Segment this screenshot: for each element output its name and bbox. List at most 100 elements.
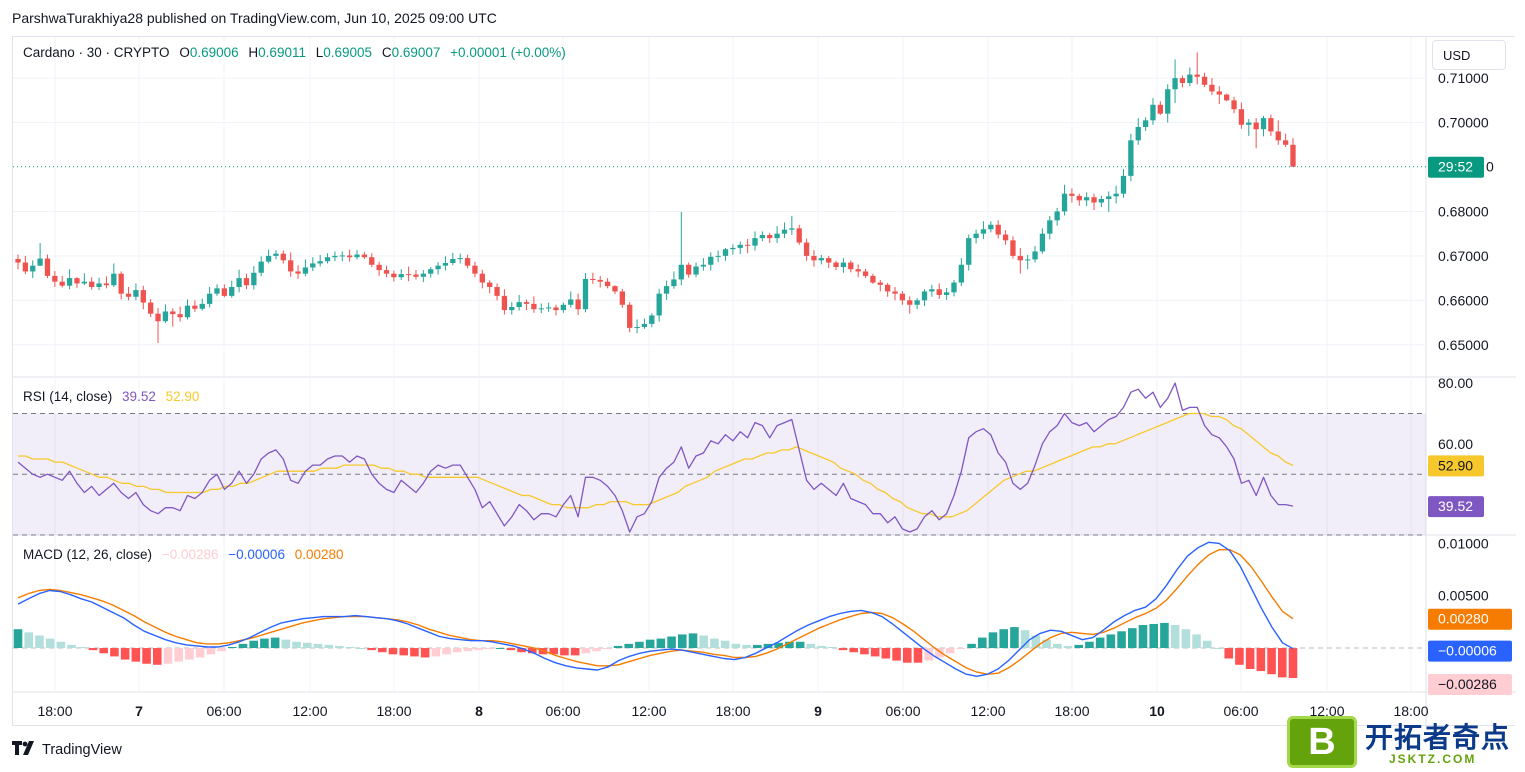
macd-histogram-bar (99, 648, 108, 654)
macd-histogram-bar (1020, 630, 1030, 649)
macd-tick-label: 0.01000 (1438, 535, 1489, 551)
candle-body (752, 238, 758, 246)
macd-histogram-bar (67, 644, 76, 649)
macd-histogram-bar (870, 648, 880, 657)
macd-histogram-bar (1063, 645, 1073, 649)
macd-histogram-bar (335, 645, 344, 649)
rsi-tick-label: 80.00 (1438, 375, 1473, 391)
candle-body (907, 300, 913, 305)
candle-body (30, 265, 36, 272)
price-tick-label: 0.71000 (1438, 70, 1489, 86)
candle-body (332, 255, 338, 258)
macd-histogram-bar (249, 640, 258, 649)
candle-body (1142, 120, 1149, 127)
macd-histogram-bar (24, 632, 33, 649)
tradingview-brand: TradingView (42, 742, 122, 758)
candle-body (317, 261, 323, 264)
macd-histogram-bar (635, 641, 644, 649)
candle-body (619, 291, 625, 305)
candle-body (1187, 74, 1193, 83)
candle-body (155, 313, 161, 322)
macd-signal-tag: 0.00280 (1438, 611, 1489, 627)
candle-body (1113, 193, 1119, 197)
time-tick-label: 06:00 (206, 703, 241, 719)
macd-title[interactable]: MACD (12, 26, close) (23, 547, 153, 562)
macd-histogram-bar (88, 648, 98, 651)
time-tick-label: 12:00 (1309, 703, 1344, 719)
candle-body (656, 293, 662, 316)
candle-body (604, 281, 611, 287)
candle-body (229, 287, 235, 296)
macd-histogram-bar (1128, 628, 1137, 649)
candle-body (921, 291, 928, 301)
macd-histogram-bar (806, 643, 816, 649)
macd-hist-tag: −0.00286 (1438, 676, 1497, 692)
macd-histogram-bar (1256, 648, 1266, 672)
macd-histogram-bar (1085, 641, 1094, 649)
candle-body (582, 279, 589, 310)
candle-body (951, 282, 957, 293)
candle-body (1032, 251, 1038, 260)
candle-body (346, 255, 353, 258)
candle-body (1098, 199, 1105, 203)
symbol-label[interactable]: Cardano · 30 · CRYPTO (23, 45, 170, 60)
candle-body (826, 258, 832, 263)
macd-tick-label: 0.00500 (1438, 588, 1489, 604)
last-price-tag (1428, 156, 1484, 178)
publisher-caption: ParshwaTurakhiya28 published on TradingV… (12, 10, 497, 26)
candle-body (1025, 259, 1031, 261)
candle-body (818, 258, 824, 261)
candle-body (1209, 84, 1215, 92)
watermark-badge: B (1287, 716, 1357, 768)
candle-body (192, 305, 198, 309)
candle-body (1157, 104, 1163, 114)
macd-histogram-bar (378, 648, 387, 653)
candle-body (1253, 122, 1259, 130)
macd-histogram-bar (881, 648, 891, 659)
time-tick-label: 7 (135, 703, 143, 719)
candle-body (457, 258, 463, 260)
macd-histogram-bar (613, 645, 623, 649)
chart-area[interactable]: 18:00 7 06:00 12:00 18:00 8 06:00 12:00 18:00 9 06… (12, 36, 1516, 727)
macd-histogram-bar (817, 645, 826, 649)
candle-body (730, 247, 736, 250)
chart-svg: 18:00 7 06:00 12:00 18:00 8 06:00 12:00 18:00 9 06… (13, 37, 1516, 727)
candle-body (678, 264, 684, 280)
axis-layer: 18:00 7 06:00 12:00 18:00 8 06:00 12:00 18:00 9 06… (37, 70, 1512, 719)
candle-body (310, 263, 316, 268)
macd-histogram-bar (1160, 622, 1169, 649)
macd-histogram-bar (1106, 634, 1116, 649)
candle-body (59, 281, 65, 286)
macd-histogram-bar (935, 648, 944, 658)
macd-histogram-bar (485, 648, 494, 650)
candle-body (428, 269, 434, 274)
macd-histogram-bar (474, 648, 483, 651)
candle-body (1135, 127, 1141, 141)
candle-body (663, 286, 670, 294)
candle-body (781, 229, 788, 234)
candle-body (1120, 175, 1127, 194)
macd-histogram-bar (645, 639, 655, 649)
candle-body (634, 327, 640, 328)
candle-body (914, 300, 920, 305)
candle-body (376, 264, 382, 271)
candle-body (1039, 233, 1046, 252)
tradingview-logo[interactable]: TradingView (12, 741, 122, 759)
macd-histogram-bar (838, 648, 848, 651)
macd-panel (13, 541, 1426, 678)
candle-body (162, 311, 169, 322)
high-value: 0.69011 (258, 45, 306, 60)
rsi-title[interactable]: RSI (14, close) (23, 389, 113, 404)
candle-body (148, 302, 154, 314)
candle-body (1150, 104, 1156, 121)
macd-histogram-bar (163, 648, 173, 664)
candle-body (966, 238, 972, 265)
time-tick-label: 18:00 (1054, 703, 1089, 719)
macd-histogram-bar (581, 648, 591, 654)
macd-histogram-bar (731, 643, 741, 649)
candle-body (1246, 122, 1252, 125)
macd-histogram-bar (528, 648, 537, 654)
currency-button[interactable]: USD (1432, 40, 1506, 70)
candle-body (140, 290, 146, 303)
macd-histogram-bar (678, 634, 687, 649)
